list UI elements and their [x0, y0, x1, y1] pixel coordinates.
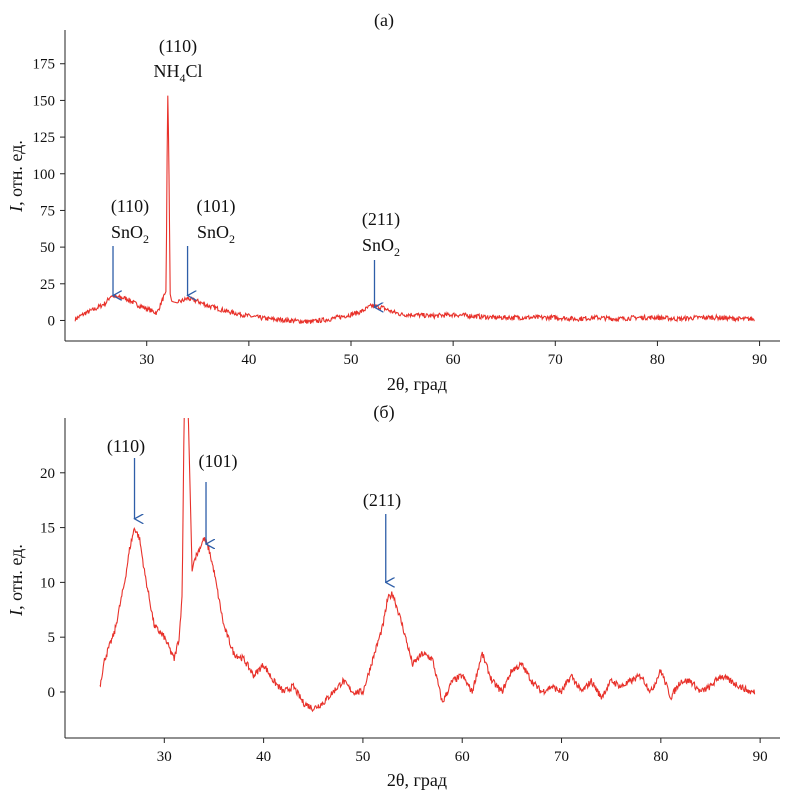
panel-b-y-axis-label: I, отн. ед. — [6, 544, 26, 617]
panel-a-xrd-trace — [74, 95, 755, 325]
panel-b-x-tick-label: 90 — [753, 749, 768, 765]
panel-b-x-tick-label: 50 — [355, 749, 370, 765]
panel-b-x-axis-label: 2θ, град — [387, 770, 447, 790]
panel-b-annotation-110: (110) — [107, 436, 145, 519]
panel-a-y-tick-label: 175 — [33, 57, 56, 73]
panel-a-x-tick-label: 50 — [344, 352, 359, 368]
panel-b-annotation-101: (101) — [199, 451, 238, 544]
panel-a-y-tick-label: 100 — [33, 167, 56, 183]
panel-a-nh4cl-phase: NH4Cl — [153, 61, 202, 85]
panel-b-y-tick-label: 20 — [40, 466, 55, 482]
panel-b-y-tick-label: 5 — [48, 630, 56, 646]
panel-a-sno2-101-phase: SnO2 — [197, 222, 235, 246]
panel-b-x-tick-label: 40 — [256, 749, 271, 765]
panel-a-label: (a) — [374, 10, 394, 31]
panel-a-sno2-110-phase: SnO2 — [111, 222, 149, 246]
panel-a-y-tick-label: 150 — [33, 93, 56, 109]
panel-a-x-tick-label: 70 — [548, 352, 563, 368]
panel-b-101-hkl: (101) — [199, 451, 238, 472]
panel-a-x-tick-label: 90 — [752, 352, 767, 368]
panel-b-y-tick-label: 10 — [40, 575, 55, 591]
panel-b-211-hkl: (211) — [363, 490, 401, 511]
panel-b-y-tick-label: 15 — [40, 521, 55, 537]
panel-b-x-tick-label: 30 — [157, 749, 172, 765]
panel-a-y-tick-label: 0 — [48, 313, 56, 329]
panel-a-x-tick-label: 60 — [446, 352, 461, 368]
panel-b: (б) 30 40 50 60 70 80 90 0 5 — [6, 402, 780, 790]
panel-b-x-tick-label: 60 — [455, 749, 470, 765]
panel-a: (a) 30 40 50 60 70 80 90 — [6, 10, 780, 394]
panel-a-y-axis-label: I, отн. ед. — [6, 140, 26, 213]
panel-a-x-tick-label: 30 — [139, 352, 154, 368]
panel-b-x-tick-label: 70 — [554, 749, 569, 765]
panel-a-y-tick-label: 125 — [33, 130, 56, 146]
panel-b-x-tick-label: 80 — [653, 749, 668, 765]
panel-b-y-tick-label: 0 — [48, 685, 56, 701]
panel-a-sno2-211-hkl: (211) — [362, 209, 400, 230]
panel-a-nh4cl-hkl: (110) — [159, 36, 197, 57]
panel-a-annotation-sno2-110: (110) SnO2 — [111, 196, 149, 296]
panel-a-sno2-211-phase: SnO2 — [362, 235, 400, 259]
panel-b-110-hkl: (110) — [107, 436, 145, 457]
panel-a-annotation-sno2-101: (101) SnO2 — [188, 196, 236, 296]
panel-a-sno2-110-hkl: (110) — [111, 196, 149, 217]
panel-a-x-axis-label: 2θ, град — [387, 374, 447, 394]
panel-a-annotation-sno2-211: (211) SnO2 — [362, 209, 400, 307]
panel-a-x-tick-label: 40 — [241, 352, 256, 368]
panel-a-y-tick-label: 50 — [40, 240, 55, 256]
panel-a-y-tick-label: 25 — [40, 277, 55, 293]
panel-b-annotation-211: (211) — [363, 490, 401, 582]
panel-a-x-tick-label: 80 — [650, 352, 665, 368]
panel-a-sno2-101-hkl: (101) — [197, 196, 236, 217]
panel-a-annotation-nh4cl: (110) NH4Cl — [153, 36, 202, 85]
panel-b-label: (б) — [373, 402, 394, 423]
panel-a-y-tick-label: 75 — [40, 203, 55, 219]
